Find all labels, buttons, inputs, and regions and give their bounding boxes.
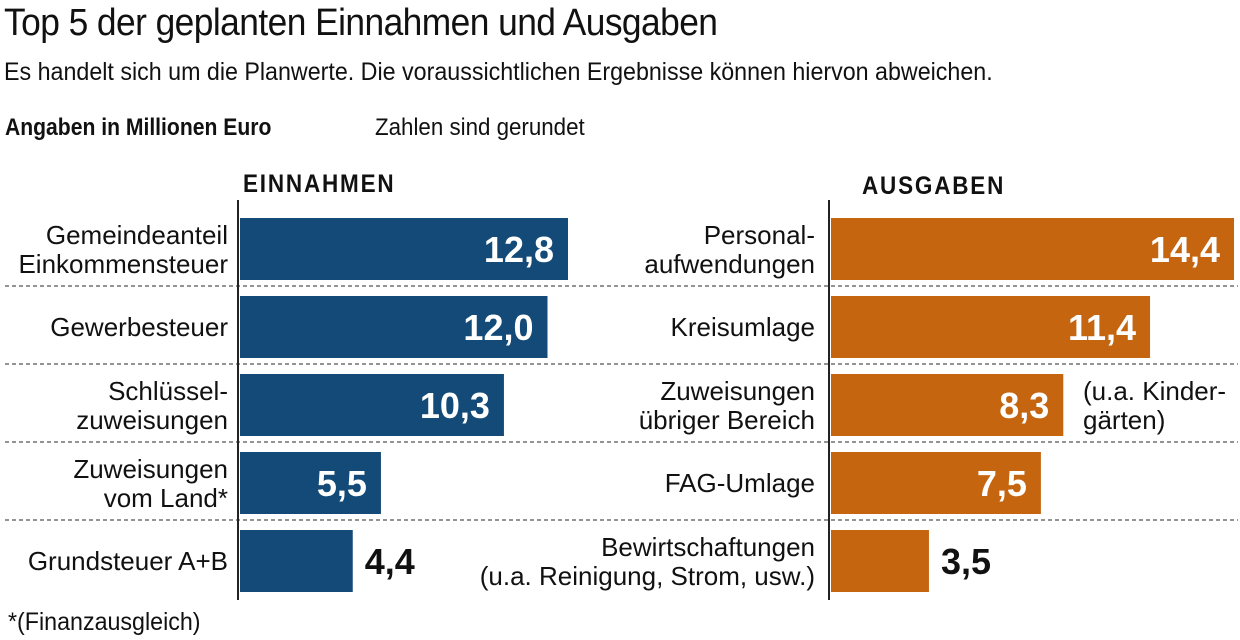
ausgaben-bar — [831, 530, 929, 592]
chart-subtitle: Es handelt sich um die Planwerte. Die vo… — [4, 58, 993, 86]
einnahmen-value-label: 12,0 — [463, 307, 533, 348]
ausgaben-category-label: Personal- — [704, 220, 815, 250]
ausgaben-value-label: 14,4 — [1150, 229, 1220, 270]
einnahmen-header: EINNAHMEN — [243, 170, 396, 198]
einnahmen-category-label: Grundsteuer A+B — [28, 546, 228, 576]
einnahmen-bar — [240, 530, 353, 592]
ausgaben-category-label: Kreisumlage — [670, 312, 815, 342]
ausgaben-category-label: (u.a. Reinigung, Strom, usw.) — [480, 561, 815, 591]
ausgaben-value-label: 11,4 — [1068, 307, 1136, 348]
chart-title: Top 5 der geplanten Einnahmen und Ausgab… — [4, 2, 718, 44]
ausgaben-category-label: übriger Bereich — [639, 405, 815, 435]
ausgaben-bar — [831, 374, 1064, 436]
einnahmen-value-label: 4,4 — [365, 541, 415, 582]
ausgaben-category-label: FAG-Umlage — [665, 468, 815, 498]
ausgaben-value-label: 8,3 — [999, 385, 1049, 426]
ausgaben-category-label: Zuweisungen — [660, 376, 815, 406]
unit-label: Angaben in Millionen Euro — [5, 114, 272, 141]
einnahmen-category-label: Gewerbesteuer — [50, 312, 228, 342]
ausgaben-annotation: gärten) — [1083, 405, 1165, 435]
einnahmen-value-label: 12,8 — [484, 229, 554, 270]
einnahmen-category-label: Einkommensteuer — [18, 249, 228, 279]
einnahmen-bar — [240, 452, 381, 514]
einnahmen-value-label: 5,5 — [317, 463, 367, 504]
ausgaben-bar — [831, 452, 1041, 514]
einnahmen-category-label: Schlüssel- — [108, 376, 228, 406]
ausgaben-header: AUSGABEN — [862, 172, 1006, 200]
einnahmen-category-label: vom Land* — [104, 483, 228, 513]
einnahmen-category-label: Gemeindeanteil — [46, 220, 228, 250]
ausgaben-annotation: (u.a. Kinder- — [1083, 376, 1226, 406]
einnahmen-category-label: Zuweisungen — [73, 454, 228, 484]
rounding-note: Zahlen sind gerundet — [375, 114, 585, 141]
einnahmen-value-label: 10,3 — [420, 385, 490, 426]
ausgaben-category-label: aufwendungen — [644, 249, 815, 279]
ausgaben-value-label: 3,5 — [941, 541, 991, 582]
ausgaben-bar — [831, 218, 1234, 280]
footnote: *(Finanzausgleich) — [8, 608, 201, 636]
einnahmen-bar — [240, 374, 504, 436]
ausgaben-value-label: 7,5 — [977, 463, 1027, 504]
einnahmen-bar — [240, 296, 548, 358]
einnahmen-bar — [240, 218, 568, 280]
einnahmen-category-label: zuweisungen — [76, 405, 228, 435]
ausgaben-category-label: Bewirtschaftungen — [601, 532, 815, 562]
ausgaben-bar — [831, 296, 1151, 358]
